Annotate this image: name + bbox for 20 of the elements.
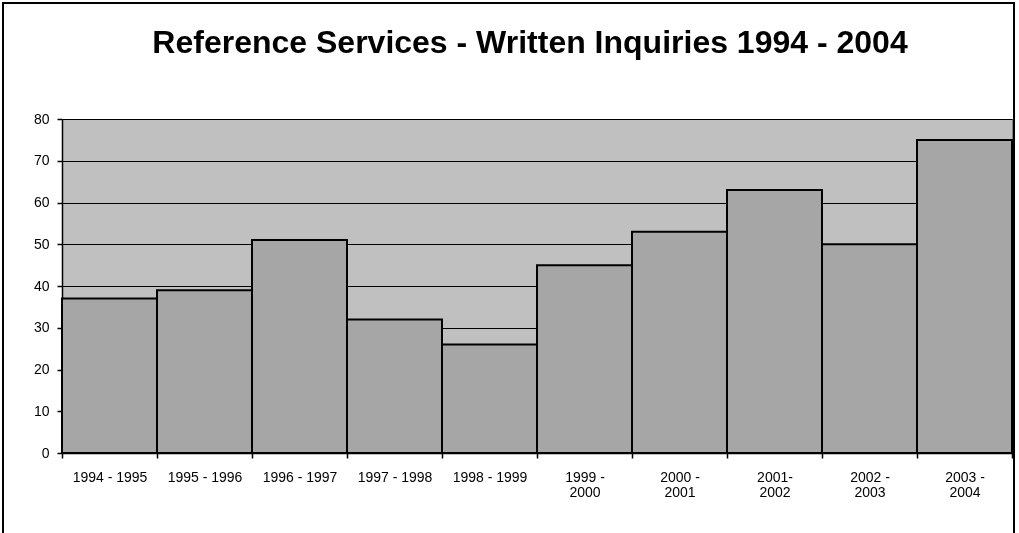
x-tick-label: 1996 - 1997 <box>262 468 338 485</box>
chart-title: Reference Services - Written Inquiries 1994 - 2004 <box>152 24 908 60</box>
y-tick-label: 20 <box>33 361 50 377</box>
x-tick-label: 1999 - 2000 <box>565 468 606 500</box>
x-tick-label: 1994 - 1995 <box>72 468 148 485</box>
x-tick-label: 1997 - 1998 <box>357 468 433 485</box>
y-tick-label: 70 <box>33 152 50 169</box>
x-tick-label: 2002 - 2003 <box>850 468 891 500</box>
y-tick-label: 80 <box>33 110 50 127</box>
x-tick-label: 2000 - 2001 <box>660 468 701 500</box>
y-tick-label: 0 <box>41 444 50 461</box>
y-tick-label: 50 <box>33 235 50 252</box>
y-tick-label: 60 <box>33 194 50 210</box>
y-tick-label: 30 <box>33 319 50 336</box>
x-tick-label: 2003 - 2004 <box>945 468 986 500</box>
y-tick-label: 40 <box>33 277 50 294</box>
x-tick-label: 1998 - 1999 <box>452 468 528 485</box>
x-tick-label: 2001- 2002 <box>757 468 794 500</box>
x-tick-label: 1995 - 1996 <box>167 468 243 485</box>
y-tick-label: 10 <box>33 402 50 419</box>
